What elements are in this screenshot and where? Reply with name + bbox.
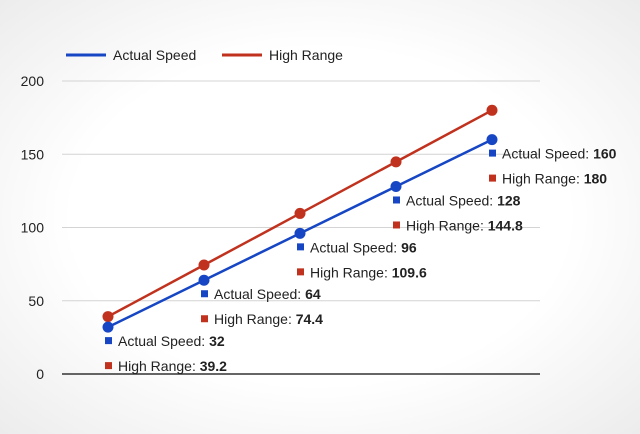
data-label: Actual Speed: 32 xyxy=(118,333,225,349)
data-label-marker xyxy=(201,315,208,323)
y-tick-label: 200 xyxy=(21,73,45,89)
y-tick-label: 150 xyxy=(21,146,45,162)
data-point xyxy=(390,180,402,192)
y-tick-label: 0 xyxy=(36,366,44,382)
data-label-marker xyxy=(105,362,112,370)
data-label-marker xyxy=(489,174,496,182)
data-labels: Actual Speed: 32 High Range: 39.2 Actual S… xyxy=(105,146,617,374)
data-label-marker xyxy=(393,196,400,204)
data-point xyxy=(486,104,498,116)
data-point xyxy=(198,274,210,286)
legend-label: Actual Speed xyxy=(113,47,196,63)
data-label: Actual Speed: 160 xyxy=(502,146,617,162)
data-label: High Range: 39.2 xyxy=(118,358,227,374)
data-label: High Range: 180 xyxy=(502,171,607,187)
data-label: Actual Speed: 64 xyxy=(214,286,321,302)
data-label-marker xyxy=(297,243,304,251)
y-axis-ticks: 0 50 100 150 200 xyxy=(21,73,45,382)
data-point xyxy=(486,134,498,146)
data-label-marker xyxy=(393,221,400,229)
data-point xyxy=(102,321,114,333)
data-point xyxy=(198,259,210,271)
data-label-marker xyxy=(105,337,112,345)
data-point xyxy=(294,207,306,219)
data-label-marker xyxy=(489,149,496,157)
y-tick-label: 100 xyxy=(21,220,45,236)
data-label-marker xyxy=(201,290,208,298)
data-label: Actual Speed: 128 xyxy=(406,192,521,208)
legend: Actual Speed High Range xyxy=(66,47,343,63)
y-tick-label: 50 xyxy=(28,293,44,309)
data-point xyxy=(102,311,114,323)
data-label: Actual Speed: 96 xyxy=(310,239,417,255)
data-point xyxy=(294,227,306,239)
data-label: High Range: 109.6 xyxy=(310,264,427,280)
legend-label: High Range xyxy=(269,47,343,63)
series-points xyxy=(102,104,498,333)
data-label: High Range: 74.4 xyxy=(214,311,323,327)
data-label: High Range: 144.8 xyxy=(406,217,523,233)
data-point xyxy=(390,156,402,168)
data-label-marker xyxy=(297,268,304,276)
